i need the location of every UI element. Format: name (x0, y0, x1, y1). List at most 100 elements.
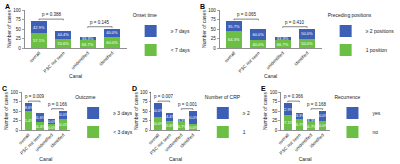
svg-text:44.4%: 44.4% (57, 32, 69, 37)
svg-text:p = 0.145: p = 0.145 (90, 20, 109, 25)
svg-text:64.3%: 64.3% (228, 37, 240, 42)
svg-text:0: 0 (213, 46, 216, 51)
svg-text:Canal: Canal (299, 156, 312, 162)
svg-text:40.0%: 40.0% (106, 30, 118, 35)
svg-text:PSC not seen: PSC not seen (149, 132, 173, 156)
svg-text:0: 0 (275, 128, 278, 133)
svg-text:Preceding positions: Preceding positions (328, 12, 372, 18)
svg-text:unidentified: unidentified (293, 132, 313, 152)
svg-text:Number of cases: Number of cases (133, 92, 139, 130)
svg-text:33.3%: 33.3% (277, 36, 289, 41)
svg-text:Number of CRP: Number of CRP (205, 94, 241, 100)
svg-text:57.1%: 57.1% (282, 120, 294, 125)
svg-text:55.6%: 55.6% (34, 115, 46, 120)
svg-text:60.0%: 60.0% (57, 122, 69, 127)
svg-text:50.0%: 50.0% (152, 121, 164, 126)
svg-text:0: 0 (145, 128, 148, 133)
svg-text:28.6%: 28.6% (23, 105, 35, 110)
svg-text:66.7%: 66.7% (82, 42, 94, 47)
svg-text:75: 75 (211, 17, 217, 22)
svg-text:44.4%: 44.4% (34, 124, 46, 129)
svg-text:≥ 2 positions: ≥ 2 positions (366, 28, 395, 34)
svg-text:50.0%: 50.0% (46, 119, 58, 124)
svg-text:57.1%: 57.1% (33, 38, 45, 43)
svg-text:35.7%: 35.7% (228, 24, 240, 29)
svg-text:Number of cases: Number of cases (262, 92, 268, 130)
svg-text:Outcome: Outcome (75, 94, 96, 100)
svg-text:Number of cases: Number of cases (6, 10, 12, 48)
svg-text:PSC not seen: PSC not seen (278, 132, 302, 156)
svg-text:44.4%: 44.4% (164, 114, 176, 119)
svg-text:71.4%: 71.4% (23, 118, 35, 123)
svg-text:100: 100 (140, 90, 148, 95)
svg-text:55.6%: 55.6% (57, 41, 69, 46)
svg-text:C: C (2, 85, 7, 92)
svg-text:40.0%: 40.0% (57, 112, 69, 117)
svg-text:66.7%: 66.7% (305, 124, 317, 129)
svg-text:A: A (5, 3, 10, 10)
svg-text:50: 50 (211, 27, 217, 32)
svg-text:70.0%: 70.0% (187, 115, 199, 120)
svg-text:unidentified: unidentified (265, 50, 285, 70)
svg-text:overall: overall (277, 133, 290, 146)
svg-text:30.0%: 30.0% (187, 125, 199, 130)
svg-text:60.0%: 60.0% (252, 32, 264, 37)
svg-text:Canal: Canal (39, 156, 52, 162)
svg-text:100: 100 (208, 8, 216, 13)
svg-text:40.0%: 40.0% (252, 42, 264, 47)
svg-text:50: 50 (13, 109, 19, 114)
svg-text:E: E (261, 85, 266, 92)
svg-text:yes: yes (372, 110, 380, 116)
svg-text:overall: overall (223, 51, 236, 64)
svg-text:42.9%: 42.9% (33, 25, 45, 30)
svg-text:75: 75 (16, 17, 22, 22)
svg-text:p = 0.366: p = 0.366 (284, 94, 303, 99)
svg-text:p = 0.166: p = 0.166 (48, 102, 67, 107)
svg-text:25: 25 (16, 36, 22, 41)
svg-text:50: 50 (272, 109, 278, 114)
svg-text:50.0%: 50.0% (301, 41, 313, 46)
svg-text:50.0%: 50.0% (317, 123, 329, 128)
svg-text:overall: overall (18, 133, 31, 146)
svg-text:B: B (200, 3, 205, 10)
svg-text:50: 50 (16, 27, 22, 32)
svg-text:75: 75 (272, 99, 278, 104)
svg-text:1: 1 (243, 129, 246, 135)
svg-text:overall: overall (28, 51, 41, 64)
svg-text:1 position: 1 position (366, 47, 388, 53)
svg-text:p = 0.388: p = 0.388 (42, 12, 61, 17)
svg-text:66.7%: 66.7% (175, 124, 187, 129)
svg-text:p = 0.168: p = 0.168 (307, 102, 326, 107)
svg-text:identified: identified (49, 132, 66, 149)
svg-text:PSC not seen: PSC not seen (42, 50, 66, 74)
svg-text:identified: identified (98, 50, 115, 67)
svg-text:unidentified: unidentified (164, 132, 184, 152)
svg-text:≥ 3 days: ≥ 3 days (113, 110, 132, 116)
svg-text:≥ 2: ≥ 2 (243, 110, 250, 116)
svg-text:p = 0.007: p = 0.007 (154, 94, 173, 99)
svg-text:unidentified: unidentified (34, 132, 54, 152)
svg-text:p = 0.065: p = 0.065 (237, 12, 256, 17)
svg-text:25: 25 (143, 118, 149, 123)
svg-text:33.3%: 33.3% (82, 36, 94, 41)
svg-text:Canal: Canal (69, 73, 82, 79)
svg-text:50.0%: 50.0% (152, 108, 164, 113)
svg-text:33.3%: 33.3% (175, 118, 187, 123)
svg-text:33.3%: 33.3% (305, 118, 317, 123)
svg-text:0: 0 (18, 46, 21, 51)
svg-text:Recurrence: Recurrence (334, 94, 360, 100)
svg-text:75: 75 (13, 99, 19, 104)
svg-text:75: 75 (143, 99, 149, 104)
svg-text:33.3%: 33.3% (293, 113, 305, 118)
svg-text:identified: identified (293, 50, 310, 67)
svg-text:50: 50 (143, 109, 149, 114)
svg-text:50.0%: 50.0% (317, 113, 329, 118)
svg-text:identified: identified (309, 132, 326, 149)
svg-text:Number of cases: Number of cases (3, 92, 9, 130)
svg-text:0: 0 (15, 128, 18, 133)
svg-text:p = 0.410: p = 0.410 (285, 20, 304, 25)
svg-text:identified: identified (179, 132, 196, 149)
svg-text:Canal: Canal (169, 156, 182, 162)
svg-text:42.9%: 42.9% (282, 107, 294, 112)
svg-text:50.0%: 50.0% (46, 125, 58, 130)
